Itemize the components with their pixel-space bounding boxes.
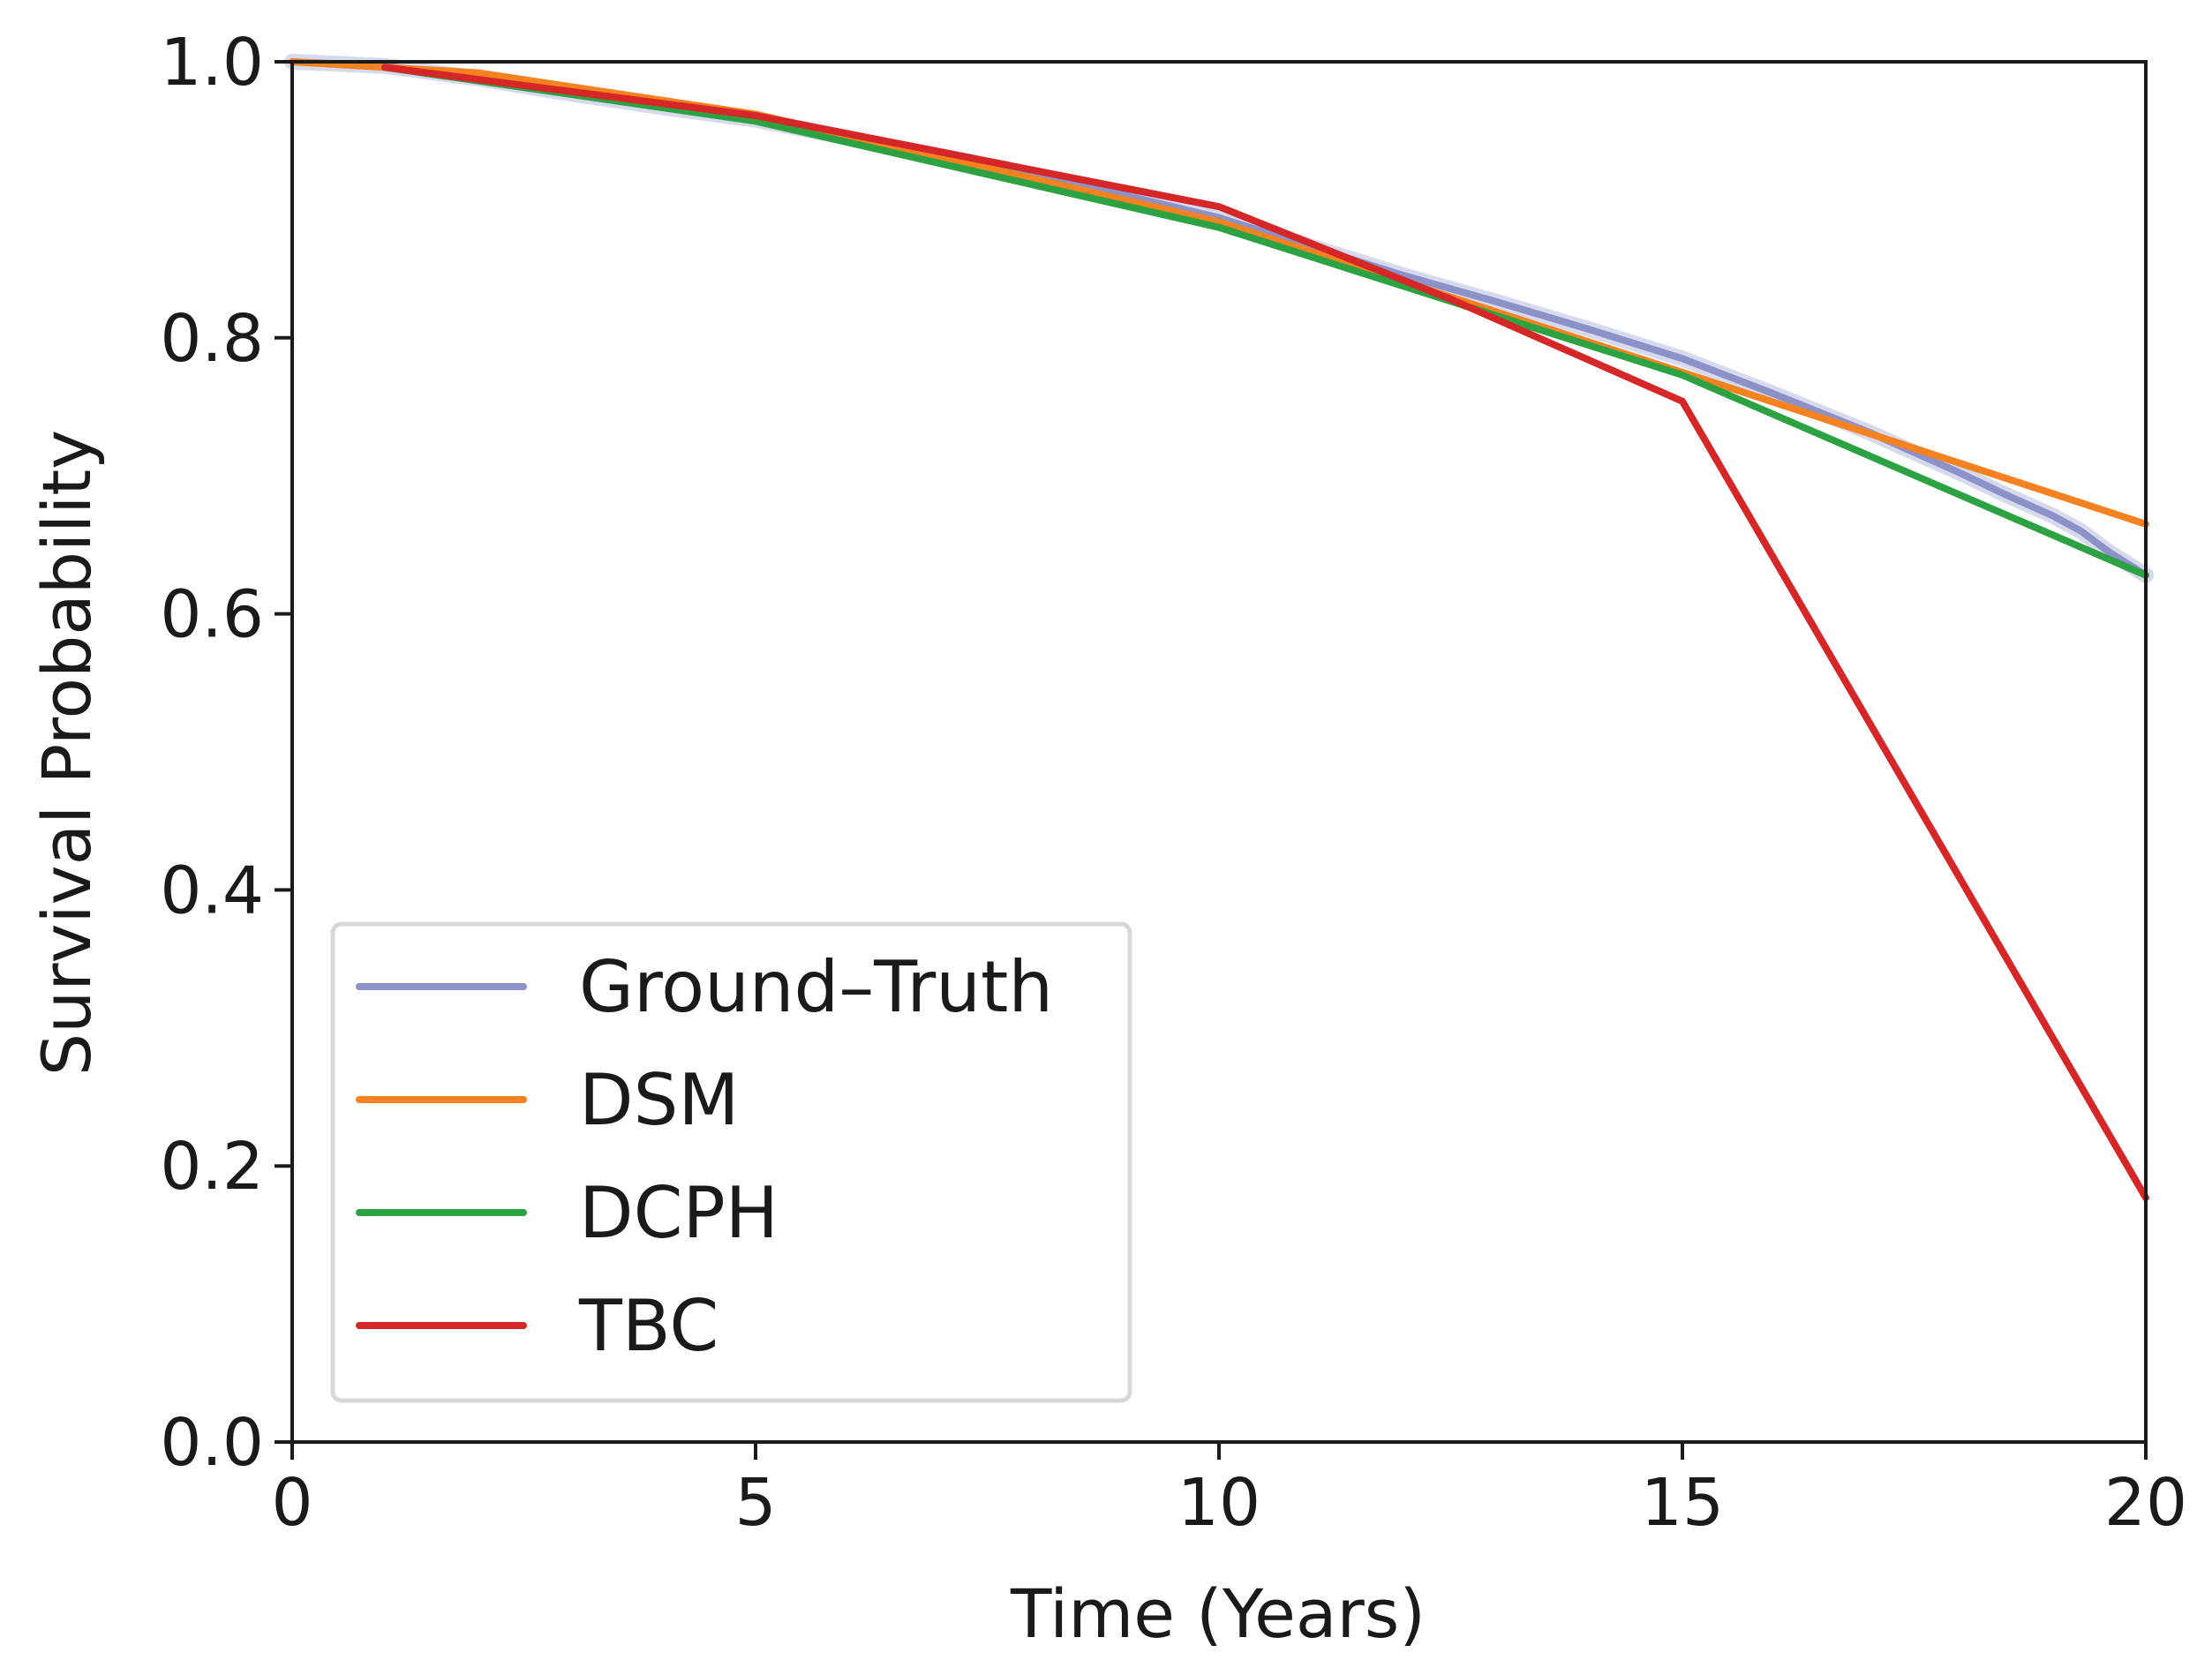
legend-label-dsm: DSM bbox=[579, 1059, 739, 1141]
y-tick-label-4: 0.8 bbox=[160, 301, 264, 377]
ticks-layer: 0 5 10 15 20 0.0 0.2 0.4 0.6 0.8 1.0 bbox=[160, 25, 2187, 1541]
series-layer bbox=[284, 54, 2154, 1202]
x-tick-label-0: 0 bbox=[271, 1465, 312, 1541]
x-tick-label-1: 5 bbox=[734, 1465, 776, 1541]
legend-box bbox=[330, 921, 1132, 1403]
y-tick-label-0: 0.0 bbox=[160, 1405, 264, 1481]
y-tick-label-1: 0.2 bbox=[160, 1129, 264, 1205]
y-tick-label-3: 0.6 bbox=[160, 577, 264, 653]
series-line-tbc bbox=[381, 64, 2149, 1202]
legend-label-dcph: DCPH bbox=[579, 1172, 779, 1254]
x-tick-label-2: 10 bbox=[1177, 1465, 1260, 1541]
x-axis-label: Time (Years) bbox=[1010, 1574, 1426, 1653]
series-line-ground-truth bbox=[289, 58, 2149, 579]
y-tick-label-5: 1.0 bbox=[160, 25, 264, 101]
series-line-dsm bbox=[289, 58, 2149, 528]
x-tick-label-3: 15 bbox=[1641, 1465, 1724, 1541]
x-tick-label-4: 20 bbox=[2104, 1465, 2187, 1541]
series-band-ground-truth bbox=[284, 54, 2154, 583]
legend-label-ground-truth: Ground–Truth bbox=[579, 946, 1053, 1028]
legend-label-tbc: TBC bbox=[578, 1285, 719, 1367]
legend: Ground–Truth DSM DCPH TBC bbox=[330, 921, 1132, 1403]
y-axis-label: Survival Probability bbox=[27, 430, 106, 1076]
series-line-dcph bbox=[381, 64, 2149, 579]
y-tick-label-2: 0.4 bbox=[160, 853, 264, 928]
legend-entries: Ground–Truth DSM DCPH TBC bbox=[356, 946, 1053, 1367]
